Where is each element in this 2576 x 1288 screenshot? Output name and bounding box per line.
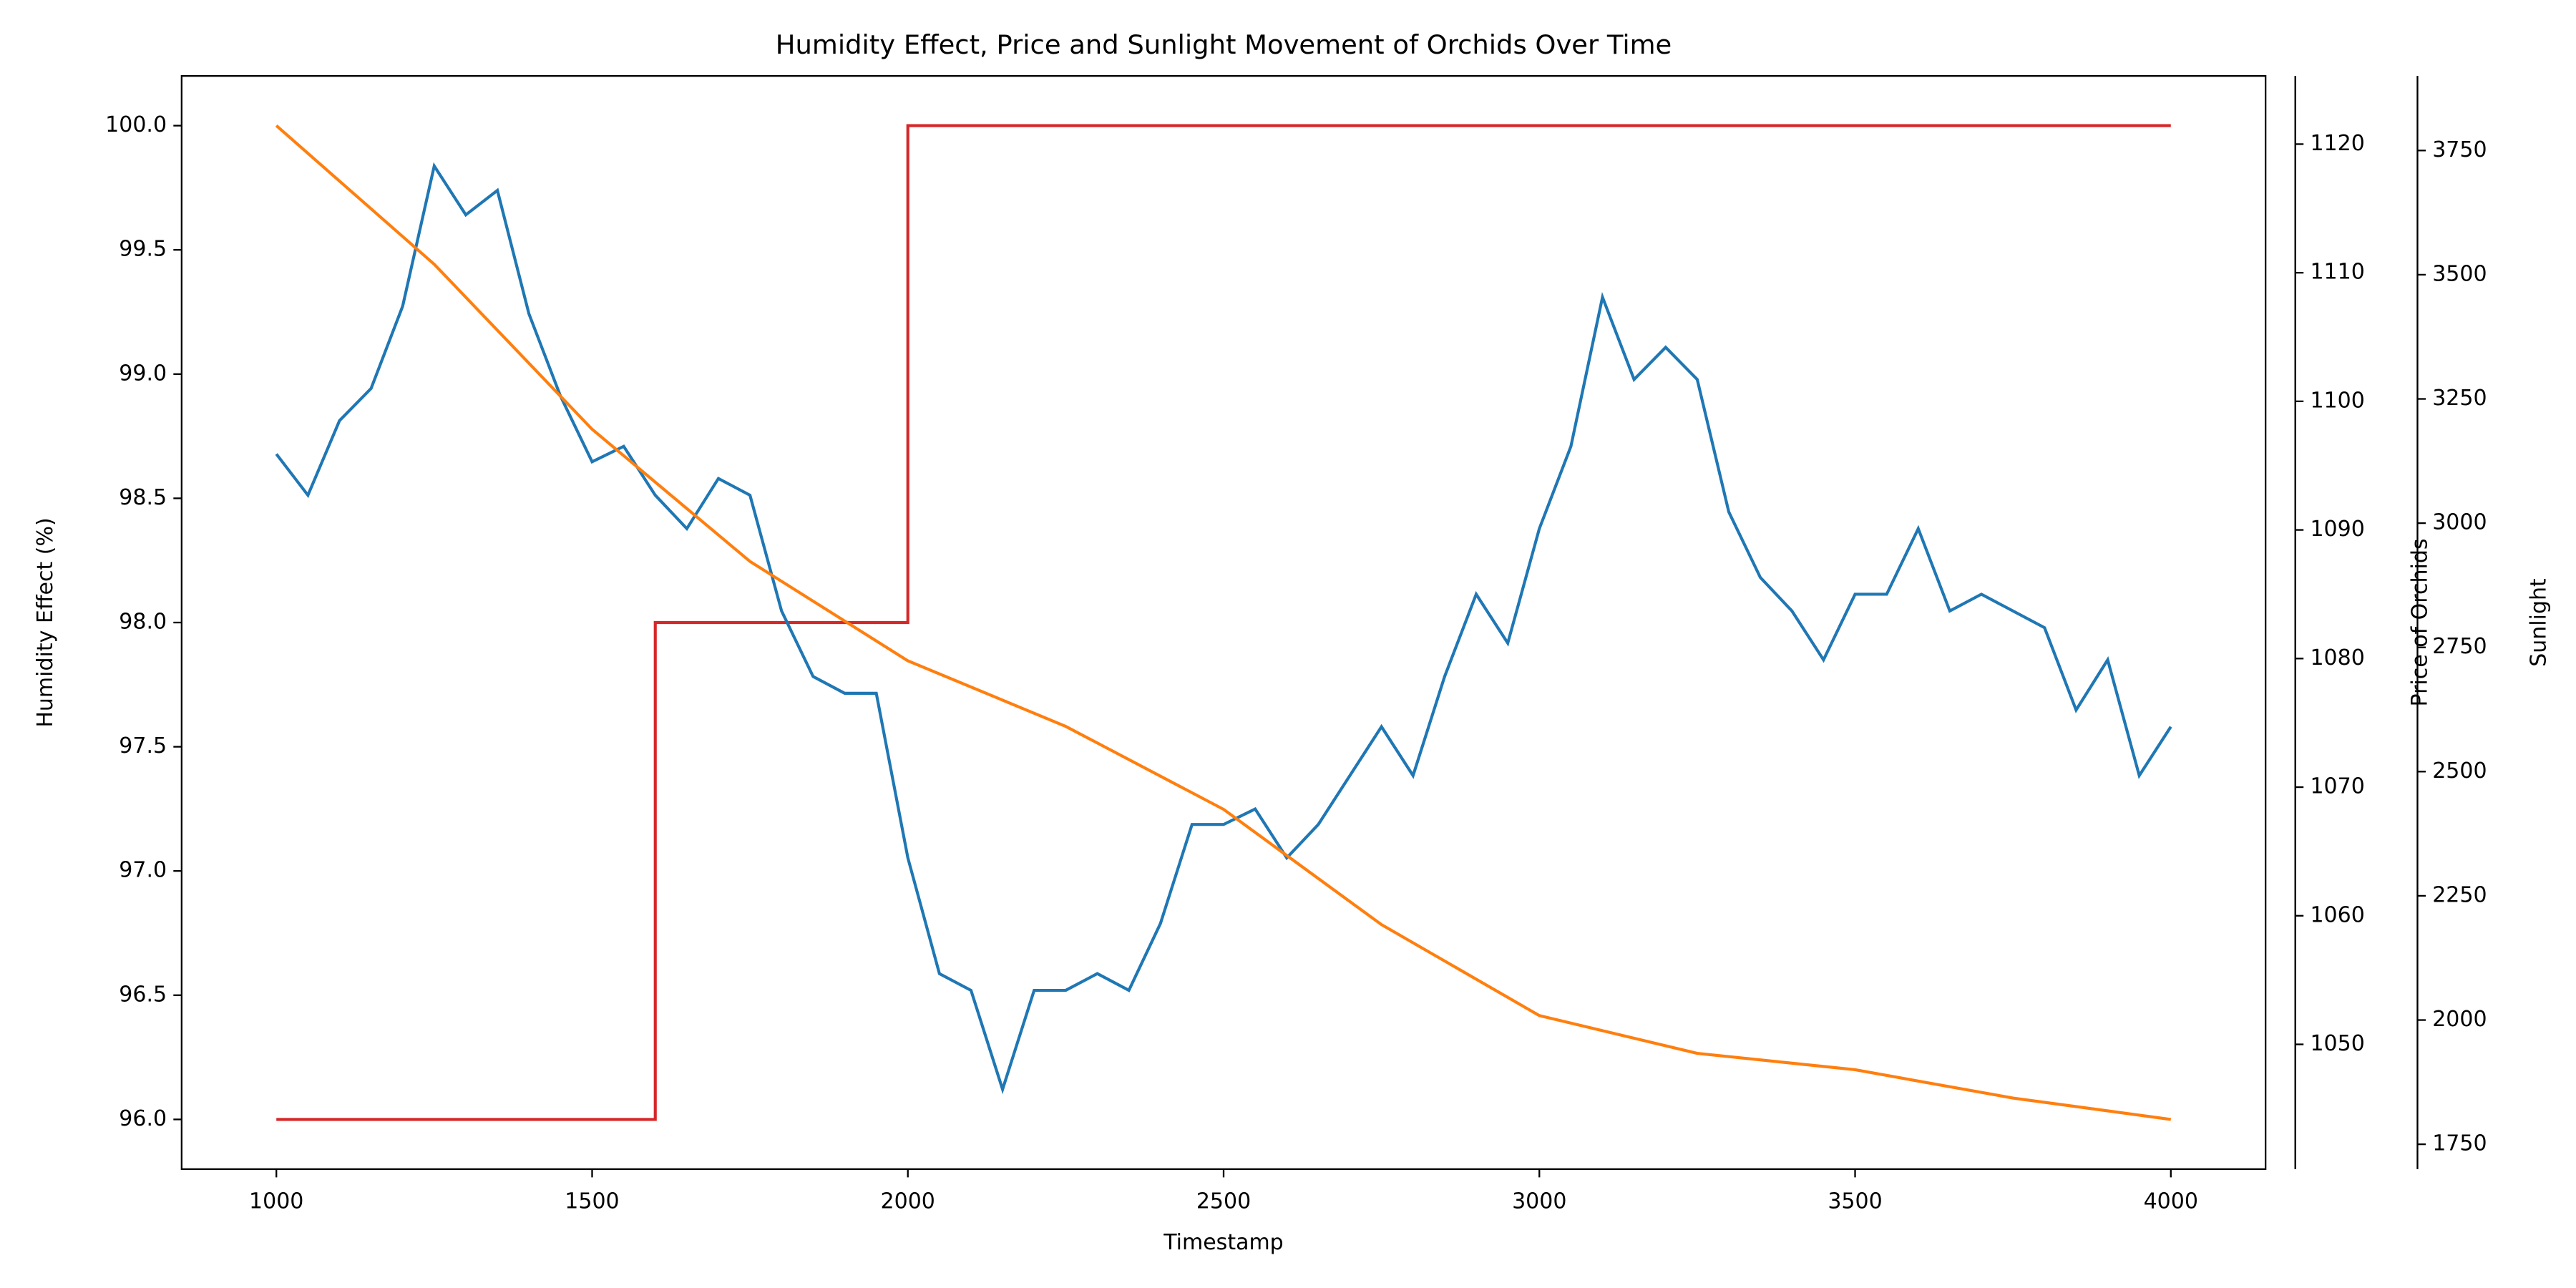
y-tick-label: 96.0 (119, 1106, 167, 1131)
y3-tick-label: 2250 (2432, 882, 2487, 907)
x-tick-label: 2000 (881, 1189, 935, 1214)
y-tick-label: 98.0 (119, 610, 167, 635)
y2-axis-label: Price of Orchids (2408, 539, 2433, 707)
y-tick-label: 98.5 (119, 485, 167, 510)
x-tick-label: 1500 (565, 1189, 619, 1214)
x-tick-label: 3000 (1512, 1189, 1566, 1214)
y-tick-label: 99.5 (119, 237, 167, 262)
y2-tick-label: 1060 (2310, 902, 2364, 927)
y3-tick-label: 1750 (2432, 1131, 2487, 1156)
y2-tick-label: 1110 (2310, 260, 2364, 285)
y-tick-label: 97.5 (119, 733, 167, 758)
y-tick-label: 97.0 (119, 858, 167, 883)
y-tick-label: 96.5 (119, 982, 167, 1007)
series-line (275, 125, 2172, 1121)
x-axis-label: Timestamp (1163, 1230, 1283, 1255)
y2-tick-label: 1070 (2310, 774, 2364, 799)
y2-tick-label: 1080 (2310, 645, 2364, 670)
y2-tick-label: 1100 (2310, 388, 2364, 413)
y3-tick-label: 3250 (2432, 386, 2487, 411)
plot-frame (180, 74, 2267, 1170)
y-tick-label: 99.0 (119, 361, 167, 386)
x-tick-label: 2500 (1196, 1189, 1251, 1214)
x-tick-label: 1000 (249, 1189, 303, 1214)
y-axis-label: Humidity Effect (%) (33, 517, 58, 727)
series-line (275, 162, 2172, 1095)
x-tick-label: 4000 (2144, 1189, 2198, 1214)
y3-tick-label: 2750 (2432, 634, 2487, 659)
y2-tick-label: 1050 (2310, 1031, 2364, 1056)
y-tick-label: 100.0 (105, 112, 167, 137)
y3-axis-label: Sunlight (2527, 578, 2552, 667)
y3-tick-label: 2500 (2432, 758, 2487, 784)
x-tick-label: 3500 (1828, 1189, 1882, 1214)
y3-tick-label: 3000 (2432, 510, 2487, 535)
y3-tick-label: 3750 (2432, 137, 2487, 162)
y2-tick-label: 1120 (2310, 131, 2364, 156)
series-line (276, 124, 2171, 1121)
y3-tick-label: 3500 (2432, 261, 2487, 286)
chart-title: Humidity Effect, Price and Sunlight Move… (776, 29, 1672, 60)
y2-tick-label: 1090 (2310, 517, 2364, 542)
y3-tick-label: 2000 (2432, 1007, 2487, 1032)
